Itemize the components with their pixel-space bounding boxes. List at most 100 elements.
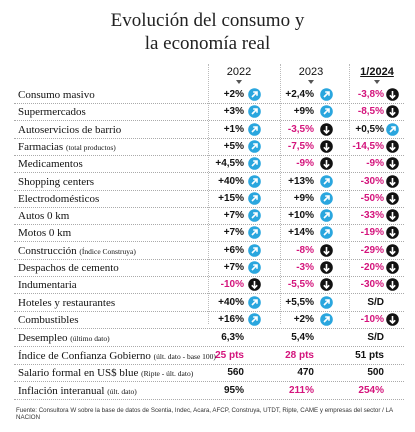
up-icon xyxy=(248,226,261,240)
row-rule xyxy=(14,189,404,191)
row-label: Autoservicios de barrio xyxy=(18,124,121,136)
label-text: Medicamentos xyxy=(18,158,83,171)
row-rule xyxy=(14,327,404,329)
cell-value: 28 pts xyxy=(285,349,314,361)
cell-value: +14% xyxy=(288,227,314,239)
row-label: Motos 0 km xyxy=(18,227,71,239)
cell-value: -50% xyxy=(360,192,384,204)
cell-value: +4,5% xyxy=(215,158,244,170)
label-text: Índice de Confianza Gobierno xyxy=(18,349,151,362)
cell-value: +2% xyxy=(293,313,314,325)
cell-value: -10% xyxy=(360,313,384,325)
cell-value: +10% xyxy=(288,210,314,222)
label-note: (último dato) xyxy=(70,334,110,343)
up-icon xyxy=(320,313,333,326)
label-text: Despachos de cemento xyxy=(18,262,119,274)
row-rule xyxy=(14,363,404,365)
up-icon xyxy=(248,122,261,136)
row-label: Farmacias (total productos) xyxy=(18,141,116,153)
up-icon xyxy=(320,191,333,205)
cell-value: +7% xyxy=(223,227,244,239)
row-label: Índice de Confianza Gobierno (últ. dato … xyxy=(18,350,216,362)
label-text: Inflación interanual xyxy=(18,384,105,397)
cell-value: -7,5% xyxy=(287,140,314,152)
row-rule xyxy=(14,224,404,226)
cell-value: 254% xyxy=(358,384,384,396)
row-label: Desempleo (último dato) xyxy=(18,332,110,344)
row-rule xyxy=(14,137,404,139)
down-icon xyxy=(386,278,399,292)
label-text: Autos 0 km xyxy=(18,210,70,223)
down-icon xyxy=(320,157,333,170)
up-icon xyxy=(248,261,261,274)
label-text: Farmacias xyxy=(18,140,64,153)
up-icon xyxy=(320,209,333,222)
cell-value: +1% xyxy=(223,123,244,135)
title-line: Evolución del consumo y xyxy=(110,10,305,31)
cell-value: +40% xyxy=(218,296,244,308)
up-icon xyxy=(248,174,261,188)
down-icon xyxy=(320,140,333,153)
cell-value: S/D xyxy=(367,296,384,308)
label-text: Salario formal en US$ blue xyxy=(18,367,139,379)
up-icon xyxy=(248,140,261,153)
up-icon xyxy=(320,88,333,101)
cell-value: +13% xyxy=(288,175,314,187)
cell-value: -29% xyxy=(360,244,384,256)
up-icon xyxy=(248,295,261,309)
row-label: Construcción (Índice Construya) xyxy=(18,245,136,257)
column-separator xyxy=(208,64,209,324)
row-label: Hoteles y restaurantes xyxy=(18,297,115,309)
cell-value: -8% xyxy=(296,244,314,256)
cell-value: +7% xyxy=(223,262,244,273)
down-icon xyxy=(386,191,399,205)
title-line: la economía real xyxy=(144,33,271,54)
down-icon xyxy=(320,261,333,274)
column-header: 1/2024 xyxy=(360,66,394,78)
label-note: (últ. dato - base 100) xyxy=(153,351,216,361)
up-icon xyxy=(320,295,333,309)
row-rule xyxy=(14,172,404,174)
header-marker xyxy=(236,80,242,84)
row-rule xyxy=(14,120,404,122)
up-icon xyxy=(248,313,261,326)
up-icon xyxy=(320,226,333,240)
label-text: Motos 0 km xyxy=(18,227,72,240)
cell-value: -19% xyxy=(360,227,384,239)
cell-value: 51 pts xyxy=(355,349,384,361)
row-label: Consumo masivo xyxy=(18,89,95,101)
label-text: Supermercados xyxy=(18,106,86,119)
cell-value: +16% xyxy=(218,313,244,325)
up-icon xyxy=(248,209,261,222)
label-text: Desempleo xyxy=(18,332,68,344)
cell-value: -3,5% xyxy=(287,123,314,135)
cell-value: -9% xyxy=(296,158,314,170)
down-icon xyxy=(386,105,399,119)
row-rule xyxy=(14,241,404,243)
up-icon xyxy=(320,105,333,119)
cell-value: +0,5% xyxy=(355,123,384,135)
cell-value: +9% xyxy=(293,106,314,118)
cell-value: -5,5% xyxy=(287,279,314,291)
label-text: Shopping centers xyxy=(18,175,95,188)
row-label: Supermercados xyxy=(18,106,86,118)
down-icon xyxy=(248,278,261,292)
down-icon xyxy=(320,278,333,292)
down-icon xyxy=(386,88,399,101)
cell-value: -3,8% xyxy=(357,89,384,100)
down-icon xyxy=(386,313,399,326)
cell-value: 560 xyxy=(227,367,244,378)
label-text: Autoservicios de barrio xyxy=(18,123,122,136)
header-marker xyxy=(374,80,380,84)
up-icon xyxy=(386,122,399,136)
cell-value: -30% xyxy=(360,175,384,187)
cell-value: +2% xyxy=(223,89,244,100)
column-header: 2022 xyxy=(226,66,252,78)
column-separator xyxy=(349,64,350,324)
row-rule xyxy=(14,346,404,347)
down-icon xyxy=(386,209,399,222)
cell-value: +6% xyxy=(223,244,244,256)
row-label: Autos 0 km xyxy=(18,210,69,222)
down-icon xyxy=(386,226,399,240)
row-label: Shopping centers xyxy=(18,176,94,188)
